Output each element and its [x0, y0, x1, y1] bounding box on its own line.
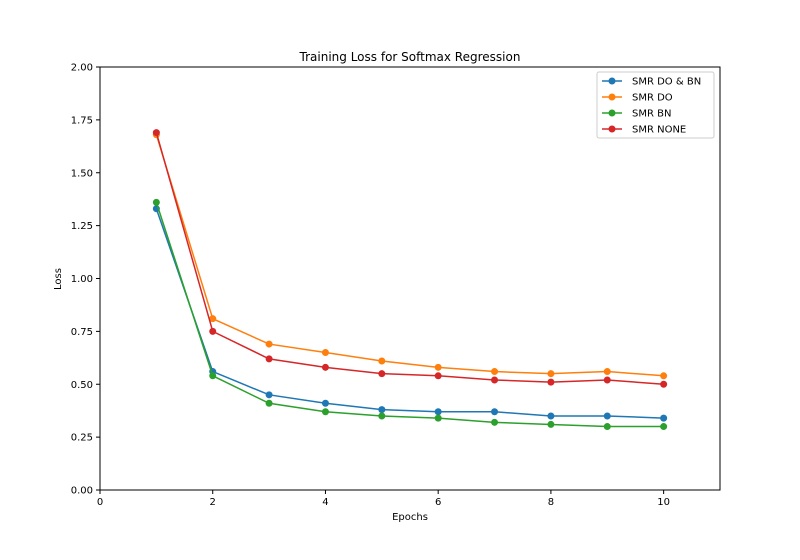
- legend-marker-2: [608, 109, 616, 117]
- legend-marker-3: [608, 125, 616, 133]
- legend-label-3: SMR NONE: [632, 125, 686, 136]
- x-tick-label-3: 6: [435, 497, 441, 508]
- data-point-s3-6: [491, 376, 499, 384]
- data-point-s2-8: [603, 423, 611, 431]
- data-point-s0-7: [547, 412, 555, 420]
- legend-label-2: SMR BN: [632, 109, 671, 120]
- data-point-s2-7: [547, 420, 555, 428]
- y-tick-label-0: 0.00: [71, 486, 93, 497]
- y-tick-label-6: 1.50: [71, 168, 93, 179]
- data-point-s3-8: [603, 376, 611, 384]
- x-tick-label-0: 0: [97, 497, 103, 508]
- y-tick-label-8: 2.00: [71, 63, 93, 74]
- data-point-s2-3: [321, 408, 329, 416]
- data-point-s0-8: [603, 412, 611, 420]
- data-point-s3-3: [321, 363, 329, 371]
- legend-box: [596, 71, 715, 139]
- x-tick-label-4: 8: [548, 497, 554, 508]
- legend-marker-1: [608, 93, 616, 101]
- chart-title: Training Loss for Softmax Regression: [299, 50, 521, 64]
- legend-label-1: SMR DO: [632, 93, 673, 104]
- data-point-s0-9: [660, 414, 668, 422]
- data-point-s2-1: [209, 372, 217, 380]
- plot-area: 0 2 4 6 8 10 0.00 0.25 0.50 0.75 1.00 1.25 1.50 1.75 2…: [71, 63, 721, 508]
- data-point-s1-8: [603, 368, 611, 376]
- data-point-s1-4: [378, 357, 386, 365]
- data-point-s3-2: [265, 355, 273, 363]
- y-tick-label-3: 0.75: [71, 327, 93, 338]
- series-line-1: [155, 134, 664, 377]
- y-tick-label-4: 1.00: [71, 274, 93, 285]
- data-point-s1-7: [547, 370, 555, 378]
- x-tick-label-5: 10: [657, 497, 670, 508]
- data-point-s2-5: [434, 414, 442, 422]
- data-point-s3-1: [209, 327, 217, 335]
- data-point-s1-9: [660, 372, 668, 380]
- series-line-2: [155, 202, 664, 428]
- data-point-s0-3: [321, 399, 329, 407]
- data-point-s2-9: [660, 423, 668, 431]
- data-point-s0-5: [434, 408, 442, 416]
- data-point-s0-2: [265, 391, 273, 399]
- data-point-s2-4: [378, 412, 386, 420]
- series-line-3: [155, 132, 664, 385]
- y-tick-label-2: 0.50: [71, 380, 93, 391]
- data-point-s3-5: [434, 372, 442, 380]
- x-tick-label-2: 4: [322, 497, 328, 508]
- data-point-s3-9: [660, 380, 668, 388]
- data-point-s1-5: [434, 363, 442, 371]
- data-point-s3-4: [378, 370, 386, 378]
- data-point-s0-6: [491, 408, 499, 416]
- x-tick-label-1: 2: [210, 497, 216, 508]
- data-point-s1-3: [321, 349, 329, 357]
- data-point-s1-6: [491, 368, 499, 376]
- data-point-s2-2: [265, 399, 273, 407]
- data-point-s1-2: [265, 340, 273, 348]
- legend-label-0: SMR DO & BN: [632, 77, 701, 88]
- y-axis-label: Loss: [53, 268, 64, 290]
- series-line-0: [155, 208, 664, 419]
- data-point-s1-1: [209, 315, 217, 323]
- x-axis-label: Epochs: [392, 512, 428, 523]
- y-tick-label-5: 1.25: [71, 221, 93, 232]
- y-tick-label-1: 0.25: [71, 433, 93, 444]
- legend-marker-0: [608, 77, 616, 85]
- data-point-s3-0: [152, 129, 160, 137]
- y-tick-label-7: 1.75: [71, 115, 93, 126]
- data-point-s3-7: [547, 378, 555, 386]
- data-point-s2-6: [491, 418, 499, 426]
- data-point-s0-4: [378, 406, 386, 414]
- data-point-s2-0: [152, 198, 160, 206]
